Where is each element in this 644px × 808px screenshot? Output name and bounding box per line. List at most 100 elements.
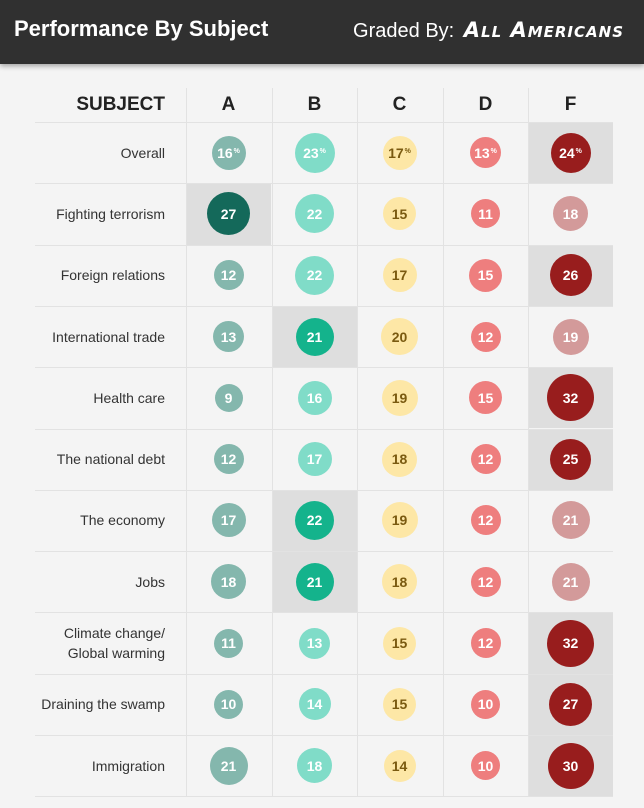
bubble-value: 24 <box>559 144 575 161</box>
percent-sign: % <box>490 148 497 156</box>
row-label: The economy <box>80 512 165 529</box>
grade-bubble: 21 <box>295 317 334 356</box>
bubble-value: 21 <box>562 512 579 529</box>
grade-bubble: 17 <box>211 503 246 538</box>
grade-bubble: 32 <box>547 374 594 422</box>
bubble-value: 15 <box>477 267 494 284</box>
row-divider <box>35 612 613 613</box>
grade-bubble: 12 <box>470 505 501 536</box>
bubble-value: 15 <box>477 389 494 406</box>
grade-bubble: 15 <box>383 687 416 721</box>
bubble-value: 11 <box>221 635 236 652</box>
percent-sign: % <box>404 148 411 156</box>
bubble-value: 12 <box>220 267 237 284</box>
bubble-value: 12 <box>220 451 237 468</box>
grade-bubble: 26 <box>549 254 592 297</box>
bubble-value: 17 <box>391 267 408 284</box>
grade-header-b: B <box>307 94 322 115</box>
bubble-value: 26 <box>562 267 579 284</box>
bubble-value: 10 <box>477 696 494 713</box>
bubble-value: 23 <box>303 144 319 161</box>
row-label: Climate change/ Global warming <box>63 625 165 662</box>
grade-bubble: 14 <box>383 749 416 782</box>
grade-bubble: 16 <box>297 380 332 415</box>
row-label: Overall <box>120 144 165 161</box>
bubble-value: 12 <box>477 451 494 468</box>
bubble-value: 17 <box>306 451 323 468</box>
bubble-value: 18 <box>306 757 323 774</box>
row-label: Health care <box>93 389 165 406</box>
grade-bubble: 18 <box>382 441 417 477</box>
graded-by-label: Graded By: <box>353 20 455 42</box>
row-divider <box>35 551 613 552</box>
row-label: Jobs <box>135 573 165 590</box>
grade-bubble: 21 <box>295 562 334 601</box>
bubble-value: 12 <box>477 573 494 590</box>
grade-bubble: 22 <box>295 500 334 540</box>
bubble-value: 12 <box>477 635 494 652</box>
grade-bubble: 12 <box>470 444 501 475</box>
bubble-value: 14 <box>391 757 408 774</box>
bubble-value: 16 <box>306 389 323 406</box>
bubble-value: 32 <box>562 635 579 652</box>
grade-bubble: 23% <box>294 132 335 173</box>
row-label: Immigration <box>91 757 165 774</box>
grade-bubble: 14 <box>298 688 331 721</box>
grade-bubble: 20 <box>381 318 418 356</box>
grade-header-c: C <box>392 94 407 115</box>
grade-bubble: 18 <box>553 196 588 232</box>
column-divider <box>272 88 273 797</box>
graded-by: Graded By: All Americans <box>353 18 624 43</box>
bubble-value: 16 <box>217 144 233 161</box>
row-label: International trade <box>52 328 165 345</box>
grade-bubble: 25 <box>550 438 591 480</box>
grade-bubble: 19 <box>381 379 418 416</box>
bubble-value: 10 <box>477 757 494 774</box>
bubble-value: 11 <box>478 205 493 222</box>
bubble-value: 20 <box>391 328 408 345</box>
row-divider <box>35 306 613 307</box>
row-label: The national debt <box>56 451 165 468</box>
bubble-value: 27 <box>220 205 237 222</box>
header-bar: Performance By Subject Graded By: All Am… <box>0 0 644 64</box>
grade-bubble: 21 <box>551 501 590 540</box>
bubble-value: 32 <box>562 389 579 406</box>
grade-bubble: 30 <box>547 742 594 789</box>
bubble-value: 25 <box>562 451 579 468</box>
bubble-value: 15 <box>391 696 408 713</box>
row-divider <box>35 490 613 491</box>
row-label: Fighting terrorism <box>56 205 165 222</box>
bubble-value: 13 <box>306 635 323 652</box>
bubble-value: 27 <box>562 696 579 713</box>
grade-bubble: 15 <box>469 258 502 292</box>
column-divider <box>357 88 358 797</box>
grade-bubble: 27 <box>549 682 592 726</box>
row-label: Draining the swamp <box>41 696 165 713</box>
bubble-value: 21 <box>306 328 323 345</box>
grade-bubble: 10 <box>471 689 500 719</box>
grade-bubble: 18 <box>382 564 417 600</box>
grade-bubble: 19 <box>552 318 589 355</box>
grade-bubble: 17 <box>382 258 417 293</box>
row-label: Foreign relations <box>60 267 165 284</box>
grade-bubble: 32 <box>547 619 594 667</box>
grade-bubble: 21 <box>551 562 590 601</box>
column-divider <box>186 88 187 797</box>
row-divider <box>35 245 613 246</box>
grade-bubble: 19 <box>381 502 418 539</box>
bubble-value: 17 <box>388 144 404 161</box>
grade-bubble: 16% <box>211 135 246 170</box>
grade-bubble: 15 <box>383 197 416 231</box>
grade-bubble: 13 <box>213 321 244 353</box>
grade-bubble: 18 <box>297 748 332 784</box>
column-divider <box>528 88 529 797</box>
column-divider <box>443 88 444 797</box>
grade-bubble: 13 <box>299 627 330 659</box>
bubble-value: 22 <box>306 205 323 222</box>
bubble-value: 15 <box>391 635 408 652</box>
grade-bubble: 22 <box>295 194 334 234</box>
grade-bubble: 24% <box>550 132 591 173</box>
bubble-value: 12 <box>477 328 494 345</box>
grade-bubble: 22 <box>295 255 334 295</box>
